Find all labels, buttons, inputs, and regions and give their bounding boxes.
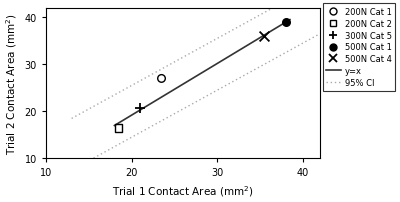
Point: [158, 77, 165, 81]
Point: [116, 127, 122, 130]
Legend: 200N Cat 1, 200N Cat 2, 300N Cat 5, 500N Cat 1, 500N Cat 4, y=x, 95% CI: 200N Cat 1, 200N Cat 2, 300N Cat 5, 500N…: [323, 4, 396, 91]
Y-axis label: Trial 2 Contact Area (mm$^2$): Trial 2 Contact Area (mm$^2$): [4, 13, 19, 154]
Point: [261, 35, 268, 39]
Point: [282, 21, 289, 24]
X-axis label: Trial 1 Contact Area (mm$^2$): Trial 1 Contact Area (mm$^2$): [112, 183, 254, 198]
Point: [137, 107, 143, 110]
